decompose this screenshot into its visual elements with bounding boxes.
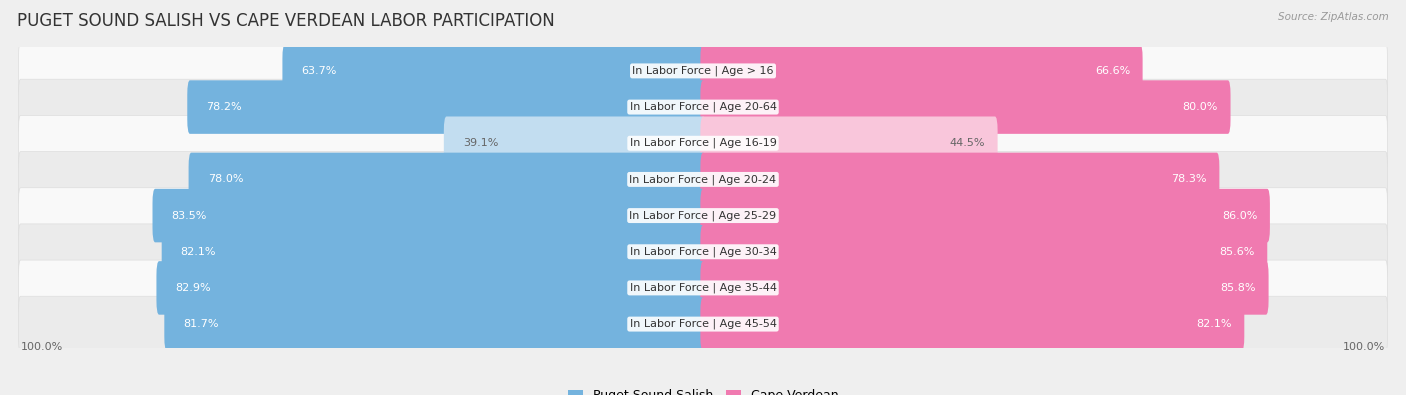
Text: PUGET SOUND SALISH VS CAPE VERDEAN LABOR PARTICIPATION: PUGET SOUND SALISH VS CAPE VERDEAN LABOR… [17,12,554,30]
FancyBboxPatch shape [188,152,706,206]
Text: 86.0%: 86.0% [1222,211,1257,220]
FancyBboxPatch shape [700,261,1268,315]
FancyBboxPatch shape [444,117,706,170]
FancyBboxPatch shape [18,188,1388,243]
FancyBboxPatch shape [156,261,706,315]
Text: 100.0%: 100.0% [1343,342,1385,352]
Text: 78.0%: 78.0% [208,175,243,184]
FancyBboxPatch shape [700,189,1270,243]
FancyBboxPatch shape [283,44,706,98]
FancyBboxPatch shape [152,189,706,243]
FancyBboxPatch shape [18,152,1388,207]
Text: In Labor Force | Age 35-44: In Labor Force | Age 35-44 [630,283,776,293]
Text: 39.1%: 39.1% [463,138,498,148]
Text: Source: ZipAtlas.com: Source: ZipAtlas.com [1278,12,1389,22]
Legend: Puget Sound Salish, Cape Verdean: Puget Sound Salish, Cape Verdean [562,384,844,395]
FancyBboxPatch shape [18,115,1388,171]
Text: 44.5%: 44.5% [949,138,986,148]
FancyBboxPatch shape [700,225,1267,278]
FancyBboxPatch shape [187,80,706,134]
Text: In Labor Force | Age 25-29: In Labor Force | Age 25-29 [630,210,776,221]
Text: 78.2%: 78.2% [207,102,242,112]
Text: 82.1%: 82.1% [1197,319,1232,329]
Text: 66.6%: 66.6% [1095,66,1130,76]
Text: 100.0%: 100.0% [21,342,63,352]
Text: 83.5%: 83.5% [172,211,207,220]
Text: 82.1%: 82.1% [181,247,217,257]
FancyBboxPatch shape [700,152,1219,206]
Text: In Labor Force | Age 30-34: In Labor Force | Age 30-34 [630,246,776,257]
FancyBboxPatch shape [18,79,1388,135]
FancyBboxPatch shape [700,80,1230,134]
FancyBboxPatch shape [700,297,1244,351]
FancyBboxPatch shape [18,224,1388,280]
Text: 78.3%: 78.3% [1171,175,1206,184]
FancyBboxPatch shape [18,296,1388,352]
Text: 81.7%: 81.7% [183,319,219,329]
Text: 85.8%: 85.8% [1220,283,1256,293]
Text: 85.6%: 85.6% [1219,247,1254,257]
Text: 82.9%: 82.9% [176,283,211,293]
Text: 63.7%: 63.7% [301,66,337,76]
FancyBboxPatch shape [162,225,706,278]
FancyBboxPatch shape [18,43,1388,99]
FancyBboxPatch shape [18,260,1388,316]
Text: In Labor Force | Age 45-54: In Labor Force | Age 45-54 [630,319,776,329]
Text: In Labor Force | Age 20-24: In Labor Force | Age 20-24 [630,174,776,185]
Text: In Labor Force | Age > 16: In Labor Force | Age > 16 [633,66,773,76]
Text: In Labor Force | Age 16-19: In Labor Force | Age 16-19 [630,138,776,149]
FancyBboxPatch shape [700,117,998,170]
Text: 80.0%: 80.0% [1182,102,1218,112]
Text: In Labor Force | Age 20-64: In Labor Force | Age 20-64 [630,102,776,112]
FancyBboxPatch shape [165,297,706,351]
FancyBboxPatch shape [700,44,1143,98]
